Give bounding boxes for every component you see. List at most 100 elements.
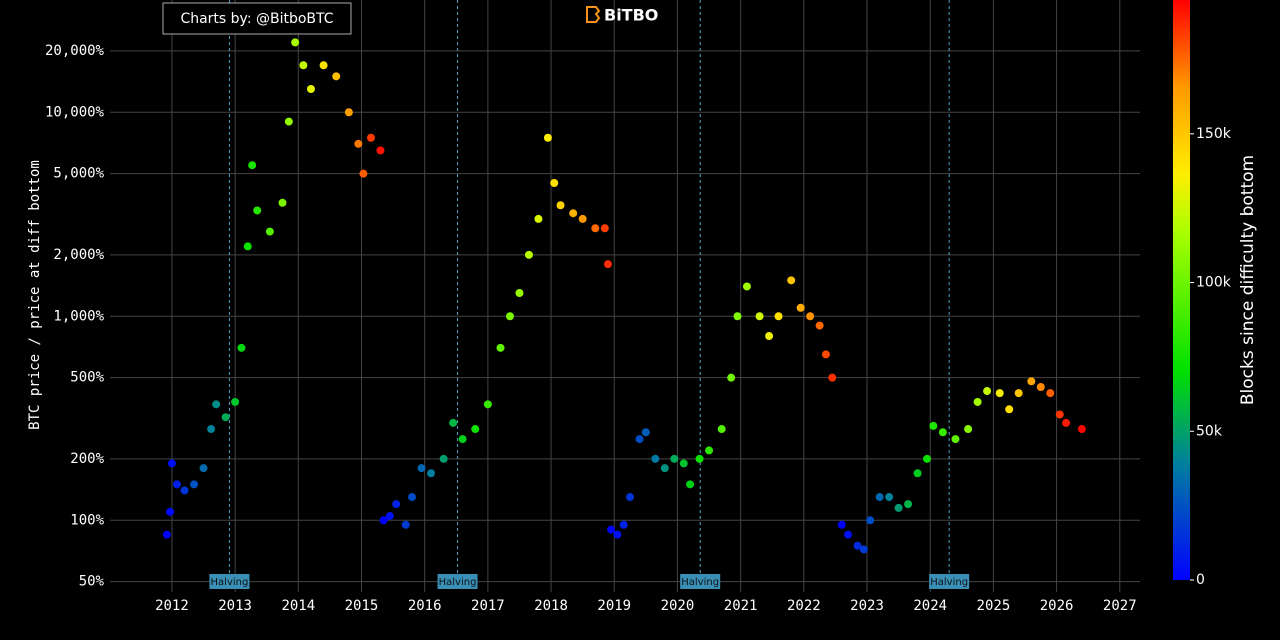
halving-label: Halving bbox=[930, 577, 968, 588]
point bbox=[172, 480, 181, 489]
point bbox=[964, 425, 973, 434]
halving-label: Halving bbox=[439, 577, 477, 588]
x-tick-label: 2025 bbox=[977, 598, 1011, 614]
x-tick-label: 2026 bbox=[1040, 598, 1074, 614]
x-tick-label: 2014 bbox=[281, 598, 315, 614]
point bbox=[844, 530, 853, 539]
point bbox=[774, 312, 783, 321]
point bbox=[167, 459, 176, 468]
point bbox=[166, 507, 175, 516]
point bbox=[929, 421, 938, 430]
point bbox=[1055, 410, 1064, 419]
point bbox=[344, 108, 353, 117]
point bbox=[607, 525, 616, 534]
point bbox=[1062, 418, 1071, 427]
point bbox=[483, 400, 492, 409]
point bbox=[180, 486, 189, 495]
y-tick-label: 10,000% bbox=[45, 104, 105, 120]
x-tick-label: 2015 bbox=[345, 598, 379, 614]
point bbox=[853, 541, 862, 550]
point bbox=[332, 72, 341, 81]
point bbox=[641, 428, 650, 437]
credit-box bbox=[162, 2, 352, 35]
point bbox=[904, 500, 913, 509]
colorbar-tick-label: 50k bbox=[1196, 423, 1223, 439]
point bbox=[291, 38, 300, 47]
x-tick-label: 2027 bbox=[1103, 598, 1137, 614]
point bbox=[534, 214, 543, 223]
point bbox=[354, 139, 363, 148]
point bbox=[613, 530, 622, 539]
point bbox=[212, 400, 221, 409]
point bbox=[471, 425, 480, 434]
halving-box bbox=[209, 574, 250, 589]
point bbox=[299, 61, 308, 70]
point bbox=[569, 209, 578, 218]
point bbox=[439, 454, 448, 463]
point bbox=[837, 520, 846, 529]
point bbox=[392, 500, 401, 509]
halving-label: Halving bbox=[681, 577, 719, 588]
point bbox=[717, 425, 726, 434]
point bbox=[231, 397, 240, 406]
point bbox=[765, 332, 774, 341]
point bbox=[755, 312, 764, 321]
point bbox=[603, 260, 612, 269]
point bbox=[938, 428, 947, 437]
point bbox=[1077, 425, 1086, 434]
point bbox=[385, 511, 394, 520]
y-tick-label: 200% bbox=[70, 451, 104, 467]
point bbox=[162, 530, 171, 539]
point bbox=[1005, 405, 1014, 414]
point bbox=[359, 169, 368, 178]
point bbox=[875, 493, 884, 502]
point bbox=[679, 459, 688, 468]
point bbox=[543, 133, 552, 142]
x-tick-label: 2021 bbox=[724, 598, 758, 614]
point bbox=[199, 464, 208, 473]
point bbox=[190, 480, 199, 489]
point bbox=[1014, 389, 1023, 398]
point bbox=[670, 454, 679, 463]
x-tick-label: 2016 bbox=[408, 598, 442, 614]
point bbox=[550, 178, 559, 187]
point bbox=[237, 343, 246, 352]
point bbox=[885, 493, 894, 502]
point bbox=[524, 250, 533, 259]
point bbox=[591, 224, 600, 233]
point bbox=[248, 161, 257, 170]
point bbox=[983, 387, 992, 396]
point bbox=[306, 85, 315, 94]
point bbox=[821, 350, 830, 359]
point bbox=[815, 321, 824, 330]
point bbox=[319, 61, 328, 70]
brand: BiTBO bbox=[604, 6, 658, 25]
point bbox=[600, 224, 609, 233]
credit: Charts by: @BitboBTC bbox=[180, 11, 333, 27]
point bbox=[973, 397, 982, 406]
point bbox=[923, 454, 932, 463]
point bbox=[284, 117, 293, 126]
point bbox=[806, 312, 815, 321]
point bbox=[401, 520, 410, 529]
x-tick-label: 2013 bbox=[218, 598, 252, 614]
y-tick-label: 100% bbox=[70, 512, 104, 528]
point bbox=[458, 435, 467, 444]
y-axis-title: BTC price / price at diff bottom bbox=[27, 160, 43, 430]
point bbox=[859, 545, 868, 554]
x-tick-label: 2012 bbox=[155, 598, 189, 614]
point bbox=[626, 493, 635, 502]
point bbox=[265, 227, 274, 236]
x-tick-label: 2023 bbox=[850, 598, 884, 614]
halving-label: Halving bbox=[211, 577, 249, 588]
point bbox=[505, 312, 514, 321]
y-tick-label: 5,000% bbox=[53, 166, 104, 182]
point bbox=[379, 516, 388, 525]
point bbox=[253, 206, 262, 215]
x-tick-label: 2018 bbox=[534, 598, 568, 614]
point bbox=[408, 493, 417, 502]
point bbox=[660, 464, 669, 473]
